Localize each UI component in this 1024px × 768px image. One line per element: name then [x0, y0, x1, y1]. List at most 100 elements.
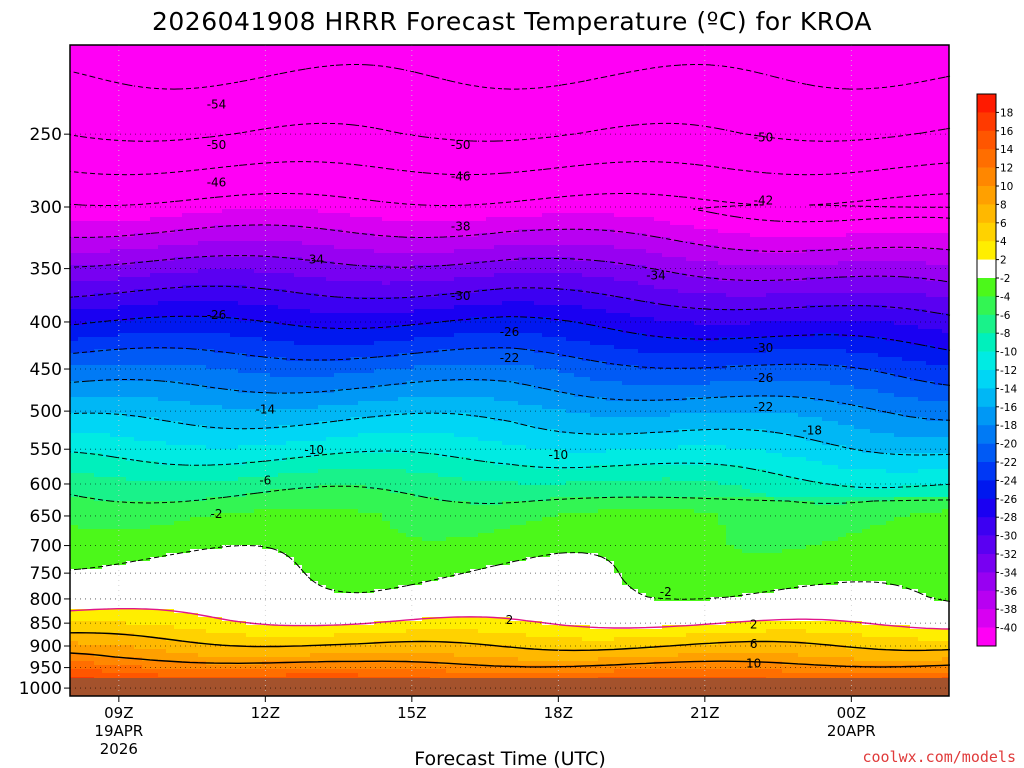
temperature-cell [854, 117, 863, 122]
temperature-cell [574, 117, 583, 122]
temperature-cell [366, 77, 375, 82]
temperature-cell [430, 69, 439, 74]
temperature-cell [542, 109, 551, 114]
temperature-cell [78, 169, 87, 174]
temperature-cell [878, 113, 887, 118]
temperature-cell [126, 173, 135, 178]
temperature-cell [470, 169, 479, 174]
temperature-cell [78, 185, 87, 190]
temperature-cell [102, 49, 111, 54]
temperature-cell [382, 137, 391, 142]
temperature-cell [910, 105, 919, 110]
temperature-cell [278, 105, 287, 110]
temperature-cell [350, 225, 359, 230]
temperature-cell [822, 77, 831, 82]
temperature-cell [846, 65, 855, 70]
temperature-cell [526, 153, 535, 158]
temperature-cell [718, 181, 727, 186]
temperature-cell [414, 45, 423, 50]
temperature-cell [134, 49, 143, 54]
temperature-cell [774, 101, 783, 106]
temperature-cell [246, 161, 255, 166]
temperature-cell [566, 45, 575, 50]
temperature-cell [382, 141, 391, 146]
temperature-cell [558, 105, 567, 110]
temperature-cell [126, 225, 135, 230]
temperature-cell [150, 197, 159, 202]
temperature-cell [510, 129, 519, 134]
temperature-cell [110, 169, 119, 174]
temperature-cell [526, 213, 535, 218]
temperature-cell [390, 205, 399, 210]
temperature-cell [614, 45, 623, 50]
temperature-cell [94, 97, 103, 102]
temperature-cell [86, 197, 95, 202]
temperature-cell [790, 61, 799, 66]
temperature-cell [78, 117, 87, 122]
temperature-cell [438, 45, 447, 50]
temperature-cell [886, 113, 895, 118]
temperature-cell [630, 121, 639, 126]
temperature-cell [422, 181, 431, 186]
temperature-cell [654, 145, 663, 150]
temperature-cell [190, 165, 199, 170]
temperature-cell [230, 69, 239, 74]
temperature-cell [294, 149, 303, 154]
temperature-cell [758, 169, 767, 174]
temperature-cell [630, 97, 639, 102]
temperature-cell [110, 113, 119, 118]
temperature-cell [390, 177, 399, 182]
temperature-cell [366, 193, 375, 198]
temperature-cell [86, 125, 95, 130]
temperature-cell [878, 185, 887, 190]
temperature-cell [734, 73, 743, 78]
temperature-cell [214, 53, 223, 58]
temperature-cell [526, 145, 535, 150]
temperature-cell [574, 133, 583, 138]
temperature-cell [142, 93, 151, 98]
temperature-cell [910, 97, 919, 102]
temperature-cell [862, 57, 871, 62]
temperature-cell [646, 53, 655, 58]
temperature-cell [614, 161, 623, 166]
temperature-cell [462, 177, 471, 182]
temperature-cell [614, 189, 623, 194]
temperature-cell [78, 85, 87, 90]
temperature-cell [102, 193, 111, 198]
temperature-cell [438, 201, 447, 206]
temperature-cell [662, 57, 671, 62]
temperature-cell [374, 225, 383, 230]
temperature-cell [638, 69, 647, 74]
temperature-cell [718, 113, 727, 118]
temperature-cell [182, 109, 191, 114]
temperature-cell [150, 205, 159, 210]
temperature-cell [94, 129, 103, 134]
temperature-cell [326, 209, 335, 214]
temperature-cell [654, 209, 663, 214]
temperature-cell [942, 65, 950, 70]
temperature-cell [670, 193, 679, 198]
temperature-cell [286, 173, 295, 178]
temperature-cell [246, 65, 255, 70]
temperature-cell [790, 193, 799, 198]
temperature-cell [878, 133, 887, 138]
temperature-cell [662, 181, 671, 186]
temperature-cell [510, 45, 519, 50]
temperature-cell [270, 225, 279, 230]
temperature-cell [822, 125, 831, 130]
temperature-cell [590, 209, 599, 214]
temperature-cell [398, 101, 407, 106]
temperature-cell [790, 89, 799, 94]
temperature-cell [150, 193, 159, 198]
temperature-cell [254, 121, 263, 126]
temperature-cell [742, 101, 751, 106]
temperature-cell [782, 81, 791, 86]
temperature-cell [534, 217, 543, 222]
temperature-cell [262, 117, 271, 122]
temperature-cell [838, 209, 847, 214]
temperature-cell [198, 77, 207, 82]
temperature-cell [798, 201, 807, 206]
temperature-cell [118, 221, 127, 226]
temperature-cell [854, 129, 863, 134]
temperature-cell [502, 45, 511, 50]
